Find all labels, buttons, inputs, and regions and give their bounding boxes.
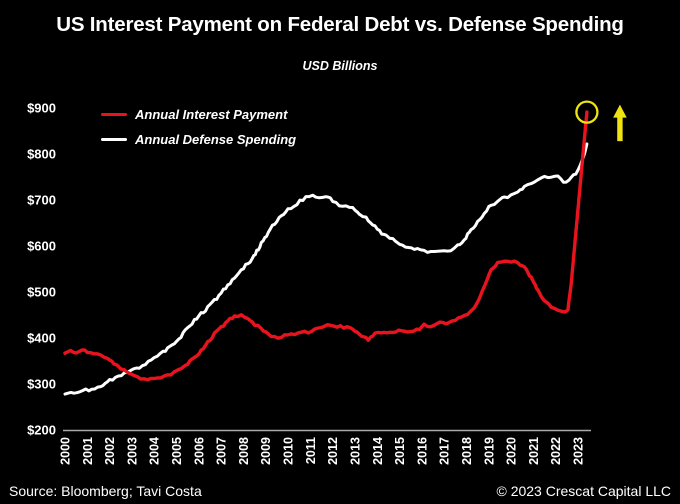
footer: Source: Bloomberg; Tavi Costa © 2023 Cre… — [9, 483, 671, 499]
legend: Annual Interest Payment Annual Defense S… — [101, 106, 296, 156]
defense-spending-line — [63, 142, 589, 396]
x-tick-label: 2003 — [125, 437, 139, 465]
y-tick-label: $400 — [27, 331, 56, 346]
x-tick-label: 2022 — [549, 437, 563, 465]
interest-payment-line — [63, 110, 589, 382]
legend-item-defense: Annual Defense Spending — [101, 131, 296, 148]
y-tick-label: $200 — [27, 423, 56, 438]
x-tick-label: 2010 — [282, 437, 296, 465]
x-tick-label: 2014 — [371, 437, 385, 465]
x-tick-label: 2001 — [81, 437, 95, 465]
x-tick-label: 2012 — [326, 437, 340, 465]
x-tick-label: 2008 — [237, 437, 251, 465]
chart-subtitle: USD Billions — [302, 59, 378, 73]
x-tick-label: 2000 — [59, 437, 73, 465]
x-tick-label: 2015 — [393, 437, 407, 465]
copyright-credit: © 2023 Crescat Capital LLC — [496, 483, 671, 499]
source-credit: Source: Bloomberg; Tavi Costa — [9, 483, 202, 499]
x-tick-label: 2011 — [304, 437, 318, 464]
legend-label-interest: Annual Interest Payment — [135, 107, 288, 122]
x-tick-label: 2018 — [460, 437, 474, 465]
y-tick-label: $900 — [27, 101, 56, 116]
x-tick-label: 2020 — [505, 437, 519, 465]
chart-title: US Interest Payment on Federal Debt vs. … — [56, 13, 624, 36]
x-tick-label: 2023 — [572, 437, 586, 465]
y-tick-label: $800 — [27, 147, 56, 162]
x-tick-label: 2019 — [482, 437, 496, 465]
x-tick-label: 2016 — [415, 437, 429, 465]
x-tick-label: 2005 — [170, 437, 184, 465]
y-tick-label: $600 — [27, 239, 56, 254]
y-tick-label: $700 — [27, 193, 56, 208]
x-tick-label: 2021 — [527, 437, 541, 465]
x-tick-label: 2009 — [259, 437, 273, 465]
x-tick-label: 2002 — [103, 437, 117, 465]
defense-line-swatch — [101, 137, 127, 142]
x-tick-label: 2013 — [349, 437, 363, 465]
x-tick-label: 2017 — [438, 437, 452, 465]
legend-label-defense: Annual Defense Spending — [135, 132, 297, 147]
y-tick-label: $500 — [27, 285, 56, 300]
legend-item-interest: Annual Interest Payment — [101, 106, 296, 123]
up-arrow-icon — [613, 104, 627, 118]
x-tick-label: 2006 — [192, 437, 206, 465]
peak-highlight-circle — [575, 100, 599, 124]
interest-line-swatch — [101, 112, 127, 117]
x-tick-label: 2004 — [148, 437, 162, 465]
y-tick-label: $300 — [27, 377, 56, 392]
x-tick-label: 2007 — [215, 437, 229, 465]
